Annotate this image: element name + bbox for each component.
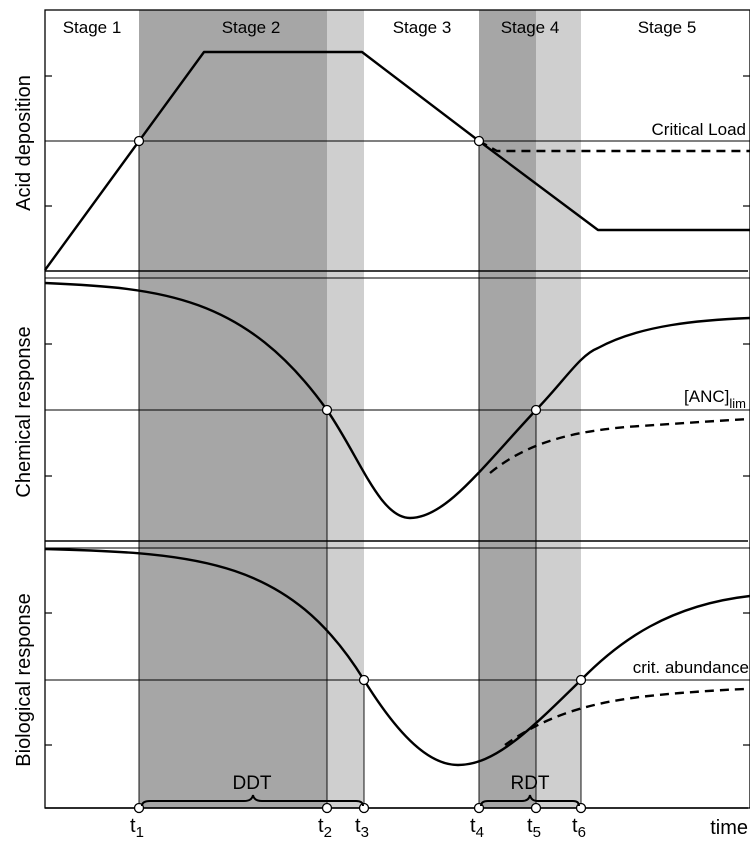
intersection-markers: [133, 135, 587, 814]
marker-t2-anc: [321, 404, 333, 416]
threshold-lines: [45, 140, 750, 681]
rdt-bracket: [480, 794, 580, 807]
stage-bands: [139, 10, 581, 808]
axis-marker-t6: [575, 802, 587, 814]
stage-5-label: Stage 5: [638, 18, 697, 37]
axis-marker-t2: [321, 802, 333, 814]
band-stage2-light: [327, 10, 364, 808]
stage-2-label: Stage 2: [222, 18, 281, 37]
t6-label: t6: [572, 815, 586, 839]
t1-label: t1: [130, 815, 144, 839]
axis-marker-t3: [358, 802, 370, 814]
marker-t3-abundance: [358, 674, 370, 686]
ddt-bracket: [141, 794, 364, 807]
acid-deposition-ylabel: Acid deposition: [13, 75, 35, 211]
curves: [44, 50, 750, 767]
critical-load-label: Critical Load: [652, 120, 747, 139]
ddt-label: DDT: [232, 773, 271, 794]
critical-abundance-label: crit. abundance: [633, 658, 749, 677]
stage-3-label: Stage 3: [393, 18, 452, 37]
biological-response-alternative-curve: [504, 687, 750, 746]
t2-label: t2: [318, 815, 332, 839]
biological-response-ylabel: Biological response: [13, 593, 35, 766]
marker-t1-critical-load: [133, 135, 145, 147]
marker-t5-anc: [530, 404, 542, 416]
acid-deposition-alternative-curve: [478, 139, 750, 153]
band-stage4-dark: [479, 10, 536, 808]
chemical-response-ylabel: Chemical response: [13, 326, 35, 497]
axis-marker-t5: [530, 802, 542, 814]
acid-deposition-curve: [44, 50, 750, 271]
time-marker-lines: [138, 141, 582, 808]
stage-4-label: Stage 4: [501, 18, 560, 37]
axis-marker-t4: [473, 802, 485, 814]
ticks: [45, 75, 750, 746]
y-axis-titles: Acid deposition Chemical response Biolog…: [13, 75, 35, 767]
band-stage2-dark: [139, 10, 327, 808]
brackets: [141, 794, 580, 807]
marker-t6-abundance: [575, 674, 587, 686]
bracket-labels: DDT RDT: [232, 773, 549, 794]
rdt-label: RDT: [510, 773, 549, 794]
chemical-response-alternative-curve: [489, 417, 750, 474]
stage-labels: Stage 1 Stage 2 Stage 3 Stage 4 Stage 5: [63, 18, 697, 37]
t4-label: t4: [470, 815, 484, 839]
anc-limit-label: [ANC]lim: [684, 387, 746, 411]
panel-axes: [45, 270, 750, 809]
band-stage4-light: [536, 10, 581, 808]
t3-label: t3: [355, 815, 369, 839]
time-axis-label: time: [710, 817, 748, 839]
t5-label: t5: [527, 815, 541, 839]
stage-1-label: Stage 1: [63, 18, 122, 37]
chemical-response-curve: [44, 281, 750, 520]
biological-response-curve: [44, 547, 750, 767]
time-labels: t1 t2 t3 t4 t5 t6 time: [130, 815, 748, 841]
marker-t4-critical-load: [473, 135, 485, 147]
threshold-labels: Critical Load [ANC]lim crit. abundance: [633, 120, 749, 677]
